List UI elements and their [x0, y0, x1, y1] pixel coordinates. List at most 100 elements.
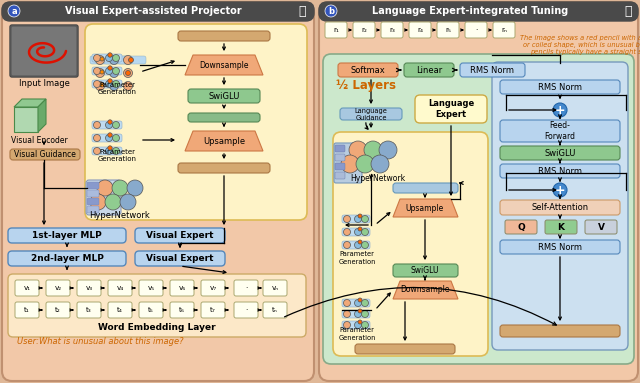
Circle shape — [125, 70, 131, 75]
FancyBboxPatch shape — [500, 340, 620, 349]
FancyBboxPatch shape — [139, 302, 163, 318]
Text: HyperNetwork: HyperNetwork — [351, 173, 406, 183]
Text: 2nd-layer MLP: 2nd-layer MLP — [31, 254, 104, 263]
Text: Softmax: Softmax — [351, 65, 385, 75]
Circle shape — [379, 141, 397, 159]
Circle shape — [124, 56, 132, 64]
FancyBboxPatch shape — [263, 280, 287, 296]
Circle shape — [553, 103, 567, 117]
FancyBboxPatch shape — [319, 2, 638, 21]
Circle shape — [106, 67, 113, 75]
Circle shape — [112, 180, 128, 196]
Circle shape — [358, 309, 362, 313]
Circle shape — [120, 194, 136, 210]
Text: K: K — [557, 223, 564, 231]
Circle shape — [95, 56, 104, 64]
Text: Visual Guidance: Visual Guidance — [14, 150, 76, 159]
Text: Self-Attention: Self-Attention — [531, 203, 589, 212]
Text: v₆: v₆ — [179, 285, 186, 291]
Circle shape — [355, 216, 362, 223]
FancyBboxPatch shape — [15, 302, 39, 318]
Circle shape — [358, 227, 362, 231]
FancyBboxPatch shape — [15, 280, 39, 296]
FancyBboxPatch shape — [2, 2, 314, 21]
Circle shape — [362, 321, 369, 329]
Circle shape — [355, 300, 362, 306]
FancyBboxPatch shape — [585, 220, 617, 234]
Circle shape — [108, 66, 112, 70]
FancyBboxPatch shape — [460, 63, 525, 77]
FancyBboxPatch shape — [92, 80, 122, 88]
Circle shape — [93, 134, 100, 141]
Text: r₁: r₁ — [333, 27, 339, 33]
Text: HyperNetwork: HyperNetwork — [90, 211, 150, 219]
FancyBboxPatch shape — [108, 280, 132, 296]
FancyBboxPatch shape — [11, 26, 77, 76]
Text: v₄: v₄ — [116, 285, 124, 291]
FancyBboxPatch shape — [10, 25, 78, 77]
Circle shape — [358, 320, 362, 324]
Circle shape — [344, 300, 351, 306]
FancyBboxPatch shape — [500, 240, 620, 254]
Text: Visual Expert: Visual Expert — [147, 231, 214, 240]
FancyBboxPatch shape — [10, 149, 80, 160]
Text: 🔥: 🔥 — [624, 5, 632, 18]
Circle shape — [124, 69, 132, 77]
FancyBboxPatch shape — [188, 89, 260, 103]
FancyBboxPatch shape — [319, 2, 638, 381]
FancyBboxPatch shape — [87, 206, 99, 213]
FancyBboxPatch shape — [492, 62, 628, 350]
Text: v₃: v₃ — [85, 285, 93, 291]
Circle shape — [108, 146, 112, 150]
FancyBboxPatch shape — [8, 251, 126, 266]
FancyBboxPatch shape — [46, 302, 70, 318]
FancyBboxPatch shape — [201, 302, 225, 318]
Text: +: + — [555, 184, 565, 197]
Circle shape — [553, 183, 567, 197]
Circle shape — [325, 5, 337, 17]
Circle shape — [362, 311, 369, 318]
Circle shape — [109, 82, 118, 90]
Circle shape — [93, 67, 100, 75]
FancyBboxPatch shape — [342, 321, 370, 329]
Circle shape — [355, 311, 362, 318]
FancyBboxPatch shape — [85, 24, 307, 220]
Circle shape — [95, 82, 104, 90]
Circle shape — [371, 155, 389, 173]
Circle shape — [349, 141, 367, 159]
Circle shape — [356, 155, 374, 173]
FancyBboxPatch shape — [500, 146, 620, 160]
FancyBboxPatch shape — [393, 183, 458, 193]
FancyBboxPatch shape — [263, 302, 287, 318]
FancyBboxPatch shape — [139, 280, 163, 296]
FancyBboxPatch shape — [404, 63, 454, 77]
Circle shape — [358, 240, 362, 244]
Circle shape — [355, 229, 362, 236]
FancyBboxPatch shape — [335, 145, 345, 152]
FancyBboxPatch shape — [500, 120, 620, 142]
Text: Visual Expert: Visual Expert — [147, 254, 214, 263]
Circle shape — [109, 69, 118, 77]
Circle shape — [127, 180, 143, 196]
Text: rₙ: rₙ — [501, 27, 507, 33]
Text: RMS Norm: RMS Norm — [538, 242, 582, 252]
FancyBboxPatch shape — [323, 54, 634, 364]
Text: Q: Q — [517, 223, 525, 231]
Text: a: a — [11, 7, 17, 15]
FancyBboxPatch shape — [118, 56, 146, 64]
FancyBboxPatch shape — [334, 143, 362, 183]
Text: r₂: r₂ — [361, 27, 367, 33]
Text: RMS Norm: RMS Norm — [538, 167, 582, 175]
FancyBboxPatch shape — [92, 147, 122, 155]
Text: ·: · — [245, 285, 247, 291]
Circle shape — [113, 54, 120, 62]
FancyBboxPatch shape — [342, 228, 370, 236]
Circle shape — [93, 121, 100, 129]
FancyBboxPatch shape — [342, 215, 370, 223]
Text: 🔥: 🔥 — [298, 5, 306, 18]
FancyBboxPatch shape — [465, 22, 487, 38]
FancyBboxPatch shape — [338, 63, 398, 77]
Polygon shape — [14, 99, 46, 107]
Text: Word Embedding Layer: Word Embedding Layer — [98, 324, 216, 332]
Text: r₅: r₅ — [445, 27, 451, 33]
